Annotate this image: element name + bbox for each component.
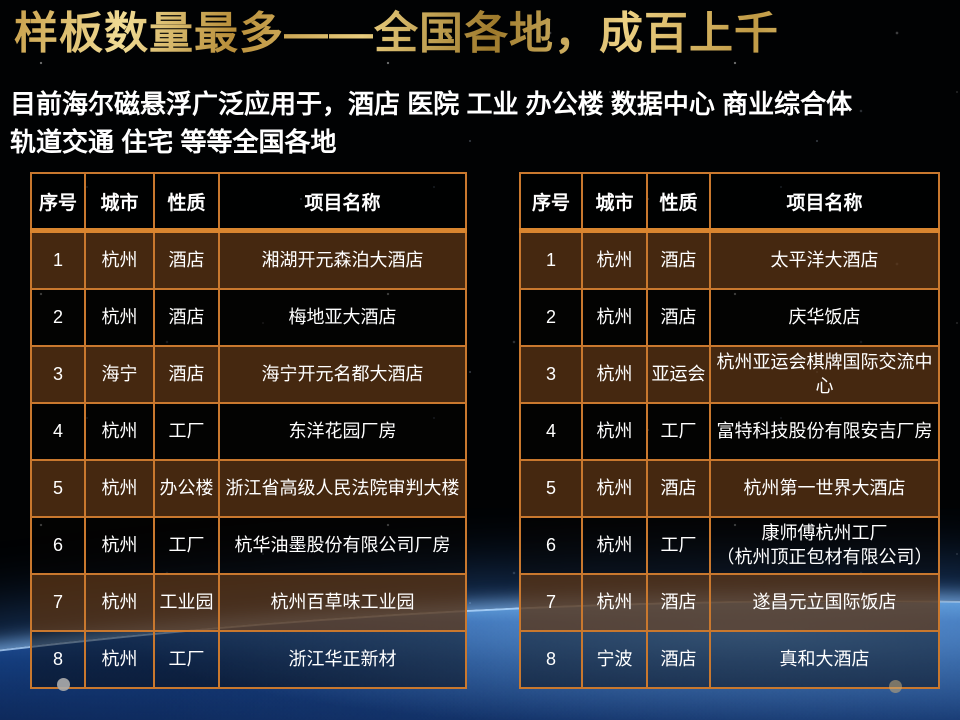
cell-index: 3 xyxy=(519,345,583,404)
header-row: 序号 城市 性质 项目名称 xyxy=(519,172,940,233)
cell-city: 杭州 xyxy=(84,288,155,347)
column-header-1: 城市 xyxy=(84,172,155,233)
cell-city: 杭州 xyxy=(581,402,648,461)
table-row: 8 宁波 酒店 真和大酒店 xyxy=(519,630,940,689)
column-header-2: 性质 xyxy=(153,172,220,233)
cell-city: 杭州 xyxy=(581,516,648,575)
projects-table-left: 序号 城市 性质 项目名称 1 杭州 酒店 湘湖开元森泊大酒店 2 杭州 酒店 梅地亚大酒店 3 海宁 酒店… xyxy=(30,172,467,689)
table-row: 2 杭州 酒店 庆华饭店 xyxy=(519,288,940,347)
table-row: 5 杭州 酒店 杭州第一世界大酒店 xyxy=(519,459,940,518)
cell-index: 4 xyxy=(30,402,86,461)
cell-project-name: 浙江省高级人民法院审判大楼 xyxy=(218,459,467,518)
cell-index: 1 xyxy=(30,229,86,290)
cell-project-name: 东洋花园厂房 xyxy=(218,402,467,461)
cell-city: 杭州 xyxy=(84,459,155,518)
cell-type: 工厂 xyxy=(153,516,220,575)
cell-index: 7 xyxy=(519,573,583,632)
table-row: 3 海宁 酒店 海宁开元名都大酒店 xyxy=(30,345,467,404)
cell-type: 工厂 xyxy=(646,516,711,575)
cell-city: 杭州 xyxy=(84,229,155,290)
cell-project-name: 庆华饭店 xyxy=(709,288,940,347)
cell-index: 2 xyxy=(519,288,583,347)
cell-city: 宁波 xyxy=(581,630,648,689)
table-row: 4 杭州 工厂 东洋花园厂房 xyxy=(30,402,467,461)
table-row: 4 杭州 工厂 富特科技股份有限安吉厂房 xyxy=(519,402,940,461)
projects-table-right: 序号 城市 性质 项目名称 1 杭州 酒店 太平洋大酒店 2 杭州 酒店 庆华饭店 3 杭州 亚运会 杭州亚运… xyxy=(519,172,940,689)
table-row: 7 杭州 酒店 遂昌元立国际饭店 xyxy=(519,573,940,632)
table-row: 7 杭州 工业园 杭州百草味工业园 xyxy=(30,573,467,632)
cell-project-name: 杭华油墨股份有限公司厂房 xyxy=(218,516,467,575)
cell-type: 酒店 xyxy=(646,630,711,689)
cell-index: 6 xyxy=(30,516,86,575)
subtitle-line-2: 轨道交通 住宅 等等全国各地 xyxy=(10,126,337,157)
cell-city: 杭州 xyxy=(581,459,648,518)
cell-project-name: 杭州百草味工业园 xyxy=(218,573,467,632)
cell-project-name: 海宁开元名都大酒店 xyxy=(218,345,467,404)
table-row: 3 杭州 亚运会 杭州亚运会棋牌国际交流中心 xyxy=(519,345,940,404)
cell-project-name: 遂昌元立国际饭店 xyxy=(709,573,940,632)
table-row: 6 杭州 工厂 康师傅杭州工厂 （杭州顶正包材有限公司） xyxy=(519,516,940,575)
cell-project-name: 杭州第一世界大酒店 xyxy=(709,459,940,518)
table-row: 5 杭州 办公楼 浙江省高级人民法院审判大楼 xyxy=(30,459,467,518)
cell-project-name: 康师傅杭州工厂 （杭州顶正包材有限公司） xyxy=(709,516,940,575)
cell-project-name: 杭州亚运会棋牌国际交流中心 xyxy=(709,345,940,404)
cell-index: 4 xyxy=(519,402,583,461)
column-header-0: 序号 xyxy=(519,172,583,233)
header-row: 序号 城市 性质 项目名称 xyxy=(30,172,467,233)
cell-type: 工业园 xyxy=(153,573,220,632)
column-header-3: 项目名称 xyxy=(218,172,467,233)
column-header-0: 序号 xyxy=(30,172,86,233)
cell-type: 酒店 xyxy=(646,288,711,347)
cell-type: 亚运会 xyxy=(646,345,711,404)
cell-index: 3 xyxy=(30,345,86,404)
cell-index: 5 xyxy=(30,459,86,518)
slide-title: 样板数量最多——全国各地，成百上千 xyxy=(14,8,934,61)
cell-project-name: 浙江华正新材 xyxy=(218,630,467,689)
cell-type: 工厂 xyxy=(153,402,220,461)
column-header-1: 城市 xyxy=(581,172,648,233)
table-row: 1 杭州 酒店 太平洋大酒店 xyxy=(519,229,940,290)
cell-type: 酒店 xyxy=(153,229,220,290)
cell-project-name: 富特科技股份有限安吉厂房 xyxy=(709,402,940,461)
slide-corner-dot-right xyxy=(889,680,902,693)
cell-type: 酒店 xyxy=(646,229,711,290)
cell-type: 酒店 xyxy=(153,345,220,404)
column-header-3: 项目名称 xyxy=(709,172,940,233)
cell-city: 海宁 xyxy=(84,345,155,404)
cell-index: 5 xyxy=(519,459,583,518)
cell-project-name: 真和大酒店 xyxy=(709,630,940,689)
cell-index: 1 xyxy=(519,229,583,290)
subtitle-line-1: 目前海尔磁悬浮广泛应用于，酒店 医院 工业 办公楼 数据中心 商业综合体 xyxy=(10,89,853,119)
cell-project-name: 梅地亚大酒店 xyxy=(218,288,467,347)
cell-city: 杭州 xyxy=(84,573,155,632)
table-row: 2 杭州 酒店 梅地亚大酒店 xyxy=(30,288,467,347)
slide-subtitle: 目前海尔磁悬浮广泛应用于，酒店 医院 工业 办公楼 数据中心 商业综合体 轨道交… xyxy=(10,86,955,161)
table-row: 1 杭州 酒店 湘湖开元森泊大酒店 xyxy=(30,229,467,290)
cell-city: 杭州 xyxy=(84,402,155,461)
cell-project-name: 太平洋大酒店 xyxy=(709,229,940,290)
cell-project-name: 湘湖开元森泊大酒店 xyxy=(218,229,467,290)
column-header-2: 性质 xyxy=(646,172,711,233)
table-row: 6 杭州 工厂 杭华油墨股份有限公司厂房 xyxy=(30,516,467,575)
cell-type: 办公楼 xyxy=(153,459,220,518)
cell-type: 酒店 xyxy=(646,459,711,518)
cell-city: 杭州 xyxy=(581,229,648,290)
cell-type: 工厂 xyxy=(153,630,220,689)
cell-city: 杭州 xyxy=(84,630,155,689)
cell-type: 工厂 xyxy=(646,402,711,461)
cell-index: 8 xyxy=(519,630,583,689)
table-row: 8 杭州 工厂 浙江华正新材 xyxy=(30,630,467,689)
cell-city: 杭州 xyxy=(581,573,648,632)
cell-index: 6 xyxy=(519,516,583,575)
cell-index: 7 xyxy=(30,573,86,632)
cell-city: 杭州 xyxy=(581,345,648,404)
slide-corner-dot-left xyxy=(57,678,70,691)
cell-type: 酒店 xyxy=(646,573,711,632)
cell-city: 杭州 xyxy=(84,516,155,575)
cell-index: 2 xyxy=(30,288,86,347)
cell-type: 酒店 xyxy=(153,288,220,347)
cell-city: 杭州 xyxy=(581,288,648,347)
